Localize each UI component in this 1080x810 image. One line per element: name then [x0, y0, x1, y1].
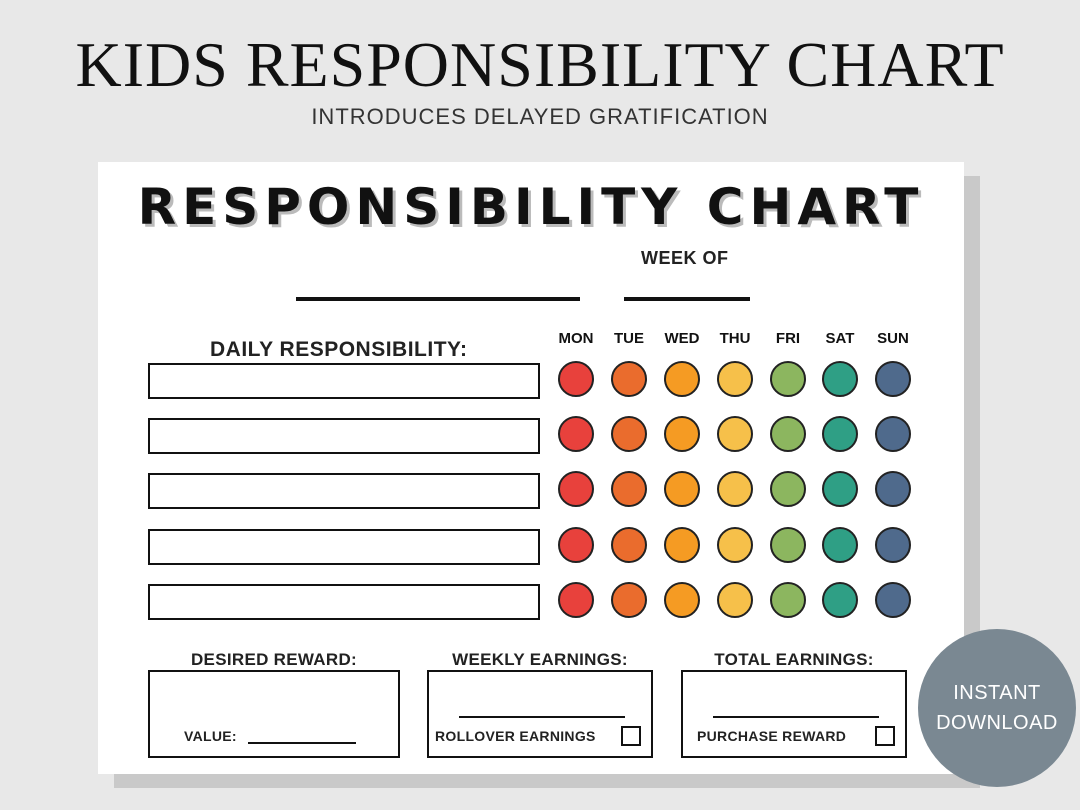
dot-tue-row-3[interactable]	[611, 471, 647, 507]
dot-sun-row-4[interactable]	[875, 527, 911, 563]
weekly-earnings-label: WEEKLY EARNINGS:	[452, 650, 628, 669]
dot-thu-row-4[interactable]	[717, 527, 753, 563]
dot-fri-row-5[interactable]	[770, 582, 806, 618]
dot-tue-row-1[interactable]	[611, 361, 647, 397]
value-line[interactable]	[248, 742, 356, 744]
dot-sat-row-3[interactable]	[822, 471, 858, 507]
dot-mon-row-3[interactable]	[558, 471, 594, 507]
day-header-thu: THU	[719, 330, 751, 347]
purchase-reward-checkbox[interactable]	[875, 726, 895, 746]
weekly-earnings-line[interactable]	[459, 716, 625, 718]
purchase-reward-label: PURCHASE REWARD	[697, 728, 847, 744]
week-of-line[interactable]	[624, 297, 750, 301]
page-title: KIDS RESPONSIBILITY CHART	[75, 29, 1005, 100]
dot-sat-row-4[interactable]	[822, 527, 858, 563]
dot-mon-row-2[interactable]	[558, 416, 594, 452]
dot-thu-row-5[interactable]	[717, 582, 753, 618]
dot-thu-row-1[interactable]	[717, 361, 753, 397]
dot-tue-row-4[interactable]	[611, 527, 647, 563]
dot-sun-row-3[interactable]	[875, 471, 911, 507]
dot-sun-row-1[interactable]	[875, 361, 911, 397]
dot-sat-row-2[interactable]	[822, 416, 858, 452]
total-earnings-line[interactable]	[713, 716, 879, 718]
dot-tue-row-5[interactable]	[611, 582, 647, 618]
dot-thu-row-3[interactable]	[717, 471, 753, 507]
instant-download-badge[interactable]: INSTANT DOWNLOAD	[918, 629, 1076, 787]
dot-mon-row-1[interactable]	[558, 361, 594, 397]
dot-sat-row-5[interactable]	[822, 582, 858, 618]
day-header-tue: TUE	[614, 330, 644, 347]
responsibility-input-3[interactable]	[148, 473, 540, 509]
dot-sun-row-5[interactable]	[875, 582, 911, 618]
responsibility-input-1[interactable]	[148, 363, 540, 399]
day-header-sat: SAT	[825, 330, 855, 347]
page-subtitle: INTRODUCES DELAYED GRATIFICATION	[311, 104, 769, 129]
dot-sat-row-1[interactable]	[822, 361, 858, 397]
dot-mon-row-4[interactable]	[558, 527, 594, 563]
total-earnings-label: TOTAL EARNINGS:	[714, 650, 874, 669]
dot-tue-row-2[interactable]	[611, 416, 647, 452]
daily-responsibility-label: DAILY RESPONSIBILITY:	[210, 338, 468, 361]
responsibility-input-5[interactable]	[148, 584, 540, 620]
dot-thu-row-2[interactable]	[717, 416, 753, 452]
name-line[interactable]	[296, 297, 580, 301]
badge-line-2: DOWNLOAD	[936, 712, 1058, 734]
weekly-earnings-box[interactable]: ROLLOVER EARNINGS	[427, 670, 653, 758]
day-header-sun: SUN	[877, 330, 909, 347]
dot-fri-row-3[interactable]	[770, 471, 806, 507]
day-header-mon: MON	[558, 330, 594, 347]
rollover-checkbox[interactable]	[621, 726, 641, 746]
desired-reward-label: DESIRED REWARD:	[190, 650, 357, 669]
dot-fri-row-1[interactable]	[770, 361, 806, 397]
value-label: VALUE:	[184, 728, 237, 744]
week-of-label: WEEK OF	[641, 248, 729, 268]
dot-fri-row-4[interactable]	[770, 527, 806, 563]
rollover-earnings-label: ROLLOVER EARNINGS	[435, 728, 596, 744]
desired-reward-box[interactable]: VALUE:	[148, 670, 400, 758]
dot-sun-row-2[interactable]	[875, 416, 911, 452]
dot-wed-row-4[interactable]	[664, 527, 700, 563]
dot-fri-row-2[interactable]	[770, 416, 806, 452]
day-header-fri: FRI	[775, 330, 801, 347]
responsibility-input-2[interactable]	[148, 418, 540, 454]
badge-line-1: INSTANT	[953, 682, 1041, 704]
day-header-wed: WED	[664, 330, 700, 347]
dot-wed-row-2[interactable]	[664, 416, 700, 452]
responsibility-input-4[interactable]	[148, 529, 540, 565]
sheet-title: RESPONSIBILITY CHART	[137, 178, 925, 236]
dot-wed-row-5[interactable]	[664, 582, 700, 618]
dot-wed-row-3[interactable]	[664, 471, 700, 507]
total-earnings-box[interactable]: PURCHASE REWARD	[681, 670, 907, 758]
dot-wed-row-1[interactable]	[664, 361, 700, 397]
chart-sheet: RESPONSIBILITY CHART WEEK OF DAILY RESPO…	[98, 162, 964, 774]
dot-mon-row-5[interactable]	[558, 582, 594, 618]
